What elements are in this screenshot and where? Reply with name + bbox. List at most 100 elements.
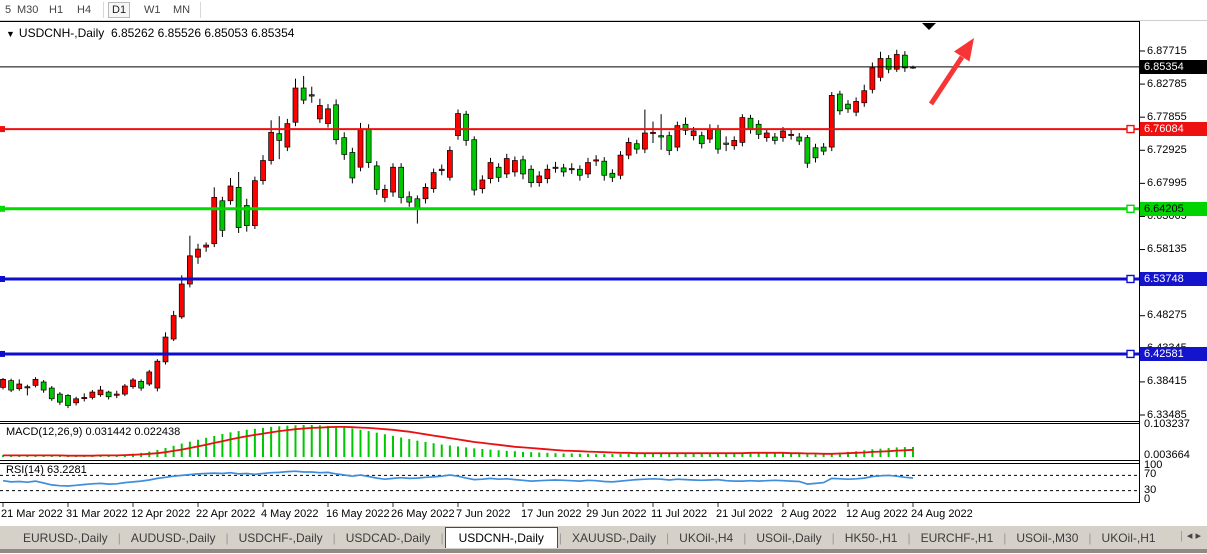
trend-arrow-head[interactable] xyxy=(954,38,974,62)
macd-histogram-bar xyxy=(343,427,346,457)
candle-bullish xyxy=(16,383,23,390)
tab-eurusd-daily[interactable]: EURUSD-,Daily xyxy=(23,530,108,545)
candle-bearish xyxy=(528,168,534,184)
candle-bullish xyxy=(512,160,518,173)
timeframe-button-h1[interactable]: H1 xyxy=(49,4,64,16)
candle-bullish xyxy=(479,179,486,190)
candle-bearish xyxy=(406,196,413,203)
macd-histogram-bar xyxy=(270,426,273,457)
price-tick-label: 6.82785 xyxy=(1147,77,1187,90)
candle-bearish xyxy=(682,123,689,131)
line-right-anchor[interactable] xyxy=(1126,204,1135,213)
macd-histogram-bar xyxy=(197,439,199,457)
candle-bullish xyxy=(97,389,104,396)
macd-histogram-bar xyxy=(708,453,711,457)
tab-usoil-m30[interactable]: USOil-,M30 xyxy=(1016,530,1079,545)
line-right-anchor[interactable] xyxy=(1126,349,1135,359)
candle-bullish xyxy=(593,159,599,162)
macd-histogram-bar xyxy=(887,448,890,457)
tab-usdchf-daily[interactable]: USDCHF-,Daily xyxy=(238,530,323,545)
timeframe-button-mn[interactable]: MN xyxy=(173,4,191,16)
date-label: 22 Apr 2022 xyxy=(196,508,256,520)
candle-bearish xyxy=(138,380,144,389)
rsi-indicator-label: RSI(14) 63.2281 xyxy=(6,464,87,476)
timeframe-button-w1[interactable]: W1 xyxy=(144,4,161,16)
candle-bullish xyxy=(268,131,274,161)
candle-bearish xyxy=(837,93,843,112)
macd-histogram-bar xyxy=(847,451,849,457)
macd-histogram-bar xyxy=(457,446,459,457)
macd-histogram-bar xyxy=(253,428,256,457)
line-left-anchor[interactable] xyxy=(0,350,5,357)
candle-bullish xyxy=(674,125,681,148)
tab-usoil-daily[interactable]: USOil-,Daily xyxy=(756,530,822,545)
price-tick-label: 6.72925 xyxy=(1147,143,1187,156)
chart-ohlc-values: 6.85262 6.85526 6.85053 6.85354 xyxy=(110,26,295,40)
macd-histogram-bar xyxy=(513,451,516,457)
macd-histogram-bar xyxy=(570,453,573,457)
candle-bearish xyxy=(609,172,616,178)
macd-histogram-bar xyxy=(489,449,492,457)
macd-histogram-bar xyxy=(652,453,654,457)
timeframe-button-m30[interactable]: M30 xyxy=(17,4,39,16)
macd-histogram-bar xyxy=(611,454,614,457)
tab-separator: | xyxy=(225,530,229,545)
candle-bearish xyxy=(471,139,478,191)
tab-scroll-left-icon[interactable]: ◂ xyxy=(1186,530,1193,542)
macd-histogram-bar xyxy=(879,448,882,457)
macd-histogram-bar xyxy=(814,454,817,457)
candle-bearish xyxy=(300,87,307,101)
tab-separator: | xyxy=(1003,530,1007,545)
price-badge: 6.85354 xyxy=(1140,59,1207,74)
macd-histogram-bar xyxy=(798,453,801,457)
rsi-axis-label: 0 xyxy=(1144,493,1151,505)
candle-bullish xyxy=(122,385,128,395)
candle-bullish xyxy=(390,166,396,193)
candle-bullish xyxy=(32,378,39,386)
candle-bearish xyxy=(8,380,14,391)
tab-ukoil-h4[interactable]: UKOil-,H4 xyxy=(679,530,734,545)
chevron-down-icon[interactable]: ▼ xyxy=(6,29,15,39)
macd-histogram-bar xyxy=(733,452,736,457)
candle-bullish xyxy=(853,101,859,113)
line-right-anchor[interactable] xyxy=(1126,274,1135,284)
candle-bullish xyxy=(73,398,79,404)
candle-bullish xyxy=(690,130,697,137)
macd-histogram-bar xyxy=(400,437,403,457)
tab-separator: | xyxy=(743,530,747,545)
tab-eurchf-h1[interactable]: EURCHF-,H1 xyxy=(920,530,994,545)
candle-bearish xyxy=(276,133,283,141)
line-left-anchor[interactable] xyxy=(0,126,5,133)
tab-usdcnh-daily[interactable]: USDCNH-,Daily xyxy=(444,527,558,548)
macd-histogram-bar xyxy=(221,433,224,457)
date-label: 21 Mar 2022 xyxy=(1,508,63,520)
chart-symbol-label: USDCNH-,Daily xyxy=(18,26,105,40)
candle-bullish xyxy=(536,175,543,184)
tab-usdcad-daily[interactable]: USDCAD-,Daily xyxy=(345,530,431,545)
macd-histogram-bar xyxy=(684,452,687,457)
timeframe-button-5[interactable]: 5 xyxy=(5,4,12,16)
date-label: 29 Jun 2022 xyxy=(586,508,647,520)
line-left-anchor[interactable] xyxy=(0,205,5,212)
tab-audusd-daily[interactable]: AUDUSD-,Daily xyxy=(130,530,216,545)
tab-xauusd-daily[interactable]: XAUUSD-,Daily xyxy=(572,530,657,545)
timeframe-button-d1[interactable]: D1 xyxy=(108,2,131,18)
price-badge: 6.64205 xyxy=(1140,201,1207,216)
line-left-anchor[interactable] xyxy=(0,275,5,282)
tab-ukoil-h1[interactable]: UKOil-,H1 xyxy=(1101,530,1156,545)
macd-histogram-bar xyxy=(782,453,784,457)
macd-histogram-bar xyxy=(562,453,565,457)
timeframe-button-h4[interactable]: H4 xyxy=(77,4,92,16)
tab-hk50-h1[interactable]: HK50-,H1 xyxy=(844,530,898,545)
price-badge: 6.42581 xyxy=(1140,346,1207,361)
trend-arrow-shaft[interactable] xyxy=(928,55,965,106)
tab-scroll-right-icon[interactable]: ▸ xyxy=(1195,530,1201,542)
candle-bullish xyxy=(146,371,153,385)
macd-histogram-bar xyxy=(676,453,679,457)
line-right-anchor[interactable] xyxy=(1126,124,1135,134)
price-badge: 6.76084 xyxy=(1140,122,1207,137)
candle-bearish xyxy=(398,166,404,198)
macd-histogram-bar xyxy=(367,431,370,457)
macd-histogram-bar xyxy=(903,447,906,457)
macd-histogram-bar xyxy=(375,432,378,457)
